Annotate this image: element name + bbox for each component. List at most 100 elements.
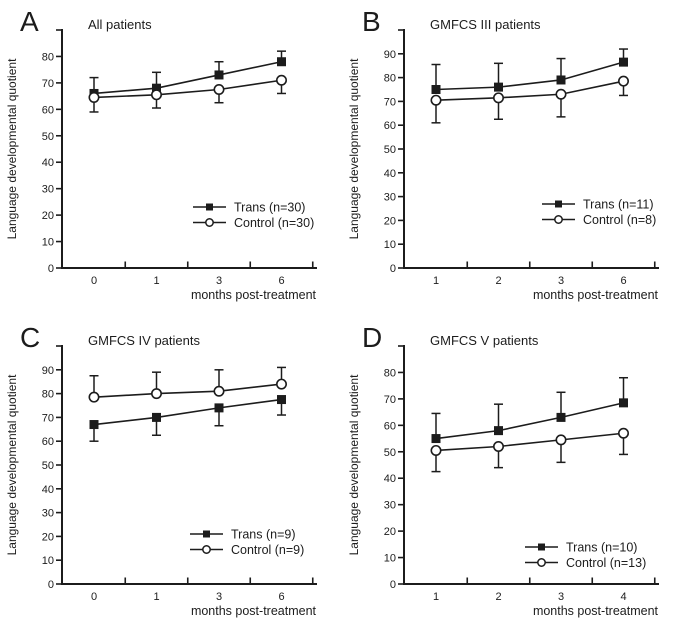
y-tick-label: 0	[48, 263, 54, 275]
legend-entry: Trans (n=9)	[190, 527, 296, 541]
y-tick-label: 40	[42, 484, 54, 496]
marker-open-circle	[430, 94, 442, 106]
x-tick-label: 6	[278, 591, 284, 603]
y-tick-label: 70	[384, 394, 396, 406]
legend-label: Trans (n=9)	[231, 527, 296, 541]
x-tick-label: 3	[558, 275, 564, 287]
panel-title: All patients	[88, 17, 152, 32]
panel-a-chart: A All patients Language developmental quot…	[5, 6, 317, 302]
legend-entry: Control (n=8)	[542, 213, 656, 227]
x-tick-label: 1	[153, 275, 159, 287]
x-tick-label: 2	[495, 591, 501, 603]
legend-marker-open-circle	[202, 545, 211, 554]
legend-label: Control (n=30)	[234, 216, 314, 230]
x-tick-label: 6	[620, 275, 626, 287]
y-tick-label: 60	[42, 104, 54, 116]
series-line-control-n-9	[93, 383, 282, 398]
legend-label: Control (n=9)	[231, 543, 304, 557]
legend-entry: Trans (n=30)	[193, 200, 305, 214]
y-axis-title: Language developmental quotient	[347, 58, 361, 239]
marker-filled-square	[556, 75, 566, 85]
x-tick-label: 1	[433, 275, 439, 287]
panel-title: GMFCS V patients	[430, 333, 539, 348]
marker-filled-square	[277, 395, 286, 405]
y-tick-label: 70	[42, 78, 54, 90]
y-tick-label: 50	[42, 460, 54, 472]
marker-open-circle	[555, 88, 567, 100]
panel-letter: A	[20, 6, 39, 37]
panel-title: GMFCS IV patients	[88, 333, 200, 348]
series-line-trans-n-11	[435, 61, 624, 91]
y-tick-label: 10	[42, 237, 54, 249]
legend-entry: Trans (n=10)	[525, 540, 637, 554]
x-tick-label: 3	[558, 591, 564, 603]
y-tick-label: 0	[390, 263, 396, 275]
series-line-control-n-13	[435, 432, 624, 452]
marker-filled-square	[89, 420, 99, 430]
y-tick-label: 60	[384, 120, 396, 132]
legend-label: Control (n=8)	[583, 213, 656, 227]
y-tick-label: 30	[42, 508, 54, 520]
marker-open-circle	[151, 388, 163, 400]
legend-label: Control (n=13)	[566, 556, 646, 570]
marker-open-circle	[88, 391, 100, 403]
legend-marker-filled-square	[538, 543, 545, 551]
legend-label: Trans (n=11)	[583, 197, 654, 211]
marker-filled-square	[277, 57, 286, 67]
x-axis-title: months post-treatment	[533, 288, 659, 302]
marker-filled-square	[431, 434, 441, 444]
y-tick-label: 10	[384, 553, 396, 565]
y-tick-label: 20	[42, 210, 54, 222]
x-tick-label: 1	[153, 591, 159, 603]
panel-letter: B	[362, 6, 381, 37]
x-axis-title: months post-treatment	[191, 288, 317, 302]
legend-label: Trans (n=10)	[566, 540, 637, 554]
legend-entry: Trans (n=11)	[542, 197, 654, 211]
legend: Trans (n=30) Control (n=30)	[193, 200, 314, 230]
y-tick-label: 50	[384, 144, 396, 156]
marker-open-circle	[617, 75, 629, 87]
panel-b-chart: B GMFCS III patients Language developmenta…	[347, 6, 659, 302]
y-tick-label: 0	[48, 579, 54, 591]
legend-marker-filled-square	[203, 530, 210, 538]
legend: Trans (n=11) Control (n=8)	[542, 197, 656, 227]
y-tick-label: 50	[42, 131, 54, 143]
x-tick-label: 3	[216, 275, 222, 287]
series-line-control-n-8	[435, 80, 624, 102]
marker-open-circle	[493, 92, 505, 104]
x-tick-label: 0	[91, 275, 97, 287]
y-tick-label: 80	[384, 73, 396, 85]
marker-open-circle	[88, 91, 100, 103]
y-tick-label: 30	[42, 184, 54, 196]
panel-letter: D	[362, 322, 382, 353]
y-axis-title: Language developmental quotient	[347, 374, 361, 555]
panel-title: GMFCS III patients	[430, 17, 541, 32]
marker-open-circle	[555, 434, 567, 446]
y-tick-label: 80	[42, 389, 54, 401]
legend-entry: Control (n=9)	[190, 543, 304, 557]
y-axis-title: Language developmental quotient	[5, 374, 19, 555]
series-line-trans-n-9	[93, 398, 282, 426]
y-tick-label: 20	[42, 531, 54, 543]
marker-filled-square	[619, 398, 628, 408]
x-axis-title: months post-treatment	[191, 604, 317, 618]
y-tick-label: 90	[384, 49, 396, 61]
marker-filled-square	[431, 85, 441, 94]
panel-a: A All patients Language developmental quot…	[0, 0, 342, 316]
x-tick-label: 6	[278, 275, 284, 287]
marker-open-circle	[213, 84, 225, 96]
legend: Trans (n=9) Control (n=9)	[190, 527, 304, 557]
y-tick-label: 30	[384, 500, 396, 512]
legend-marker-filled-square	[206, 203, 213, 211]
legend-marker-open-circle	[554, 215, 563, 224]
x-tick-label: 2	[495, 275, 501, 287]
x-tick-label: 0	[91, 591, 97, 603]
marker-filled-square	[152, 83, 161, 93]
marker-open-circle	[430, 444, 442, 456]
marker-open-circle	[275, 378, 287, 390]
marker-open-circle	[213, 385, 225, 397]
legend: Trans (n=10) Control (n=13)	[525, 540, 646, 570]
panel-c-chart: C GMFCS IV patients Language developmental…	[5, 322, 317, 618]
y-tick-label: 60	[42, 436, 54, 448]
panel-d-chart: D GMFCS V patients Language developmental …	[347, 322, 659, 618]
